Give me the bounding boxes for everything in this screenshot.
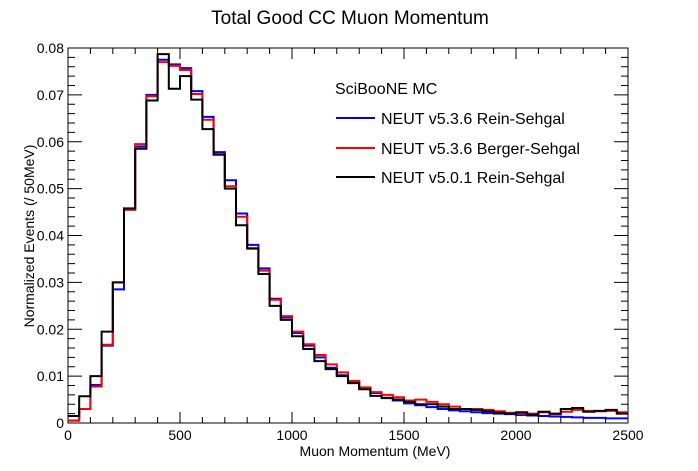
legend: SciBooNE MC NEUT v5.3.6 Rein-Sehgal NEUT…: [335, 81, 580, 187]
x-tick-label: 500: [168, 427, 192, 443]
legend-label-rein-sehgal-501: NEUT v5.0.1 Rein-Sehgal: [381, 170, 565, 187]
x-tick-label: 0: [64, 427, 72, 443]
y-tick-label: 0.03: [37, 274, 64, 290]
y-tick-label: 0.01: [37, 368, 64, 384]
x-tick-label: 2000: [500, 427, 531, 443]
y-tick-label: 0: [56, 415, 64, 431]
legend-label-berger-sehgal-536: NEUT v5.3.6 Berger-Sehgal: [381, 141, 580, 158]
x-tick-label: 1000: [276, 427, 307, 443]
y-tick-label: 0.08: [37, 40, 64, 56]
y-tick-label: 0.07: [37, 87, 64, 103]
series-line-2: [68, 53, 628, 417]
legend-label-rein-sehgal-536: NEUT v5.3.6 Rein-Sehgal: [381, 111, 565, 128]
x-tick-label: 1500: [388, 427, 419, 443]
y-axis: 0 0.01 0.02 0.03 0.04 0.05 0.06 0.07 0.08: [37, 40, 628, 431]
y-tick-label: 0.04: [37, 228, 64, 244]
plot-frame: [67, 47, 629, 424]
plot-area: 0 500 1000 1500 2000 2500 0 0.01 0.02 0.03 0.04 0.…: [37, 40, 644, 443]
y-axis-label: Normalized Events (/ 50MeV): [21, 145, 37, 328]
x-axis-label: Muon Momentum (MeV): [300, 443, 451, 459]
x-tick-label: 2500: [612, 427, 643, 443]
series-layer: [68, 53, 628, 422]
x-axis: 0 500 1000 1500 2000 2500: [64, 48, 644, 443]
chart-title: Total Good CC Muon Momentum: [211, 8, 489, 29]
y-tick-label: 0.05: [37, 181, 64, 197]
y-tick-label: 0.02: [37, 321, 64, 337]
legend-header: SciBooNE MC: [335, 81, 437, 98]
y-tick-label: 0.06: [37, 134, 64, 150]
